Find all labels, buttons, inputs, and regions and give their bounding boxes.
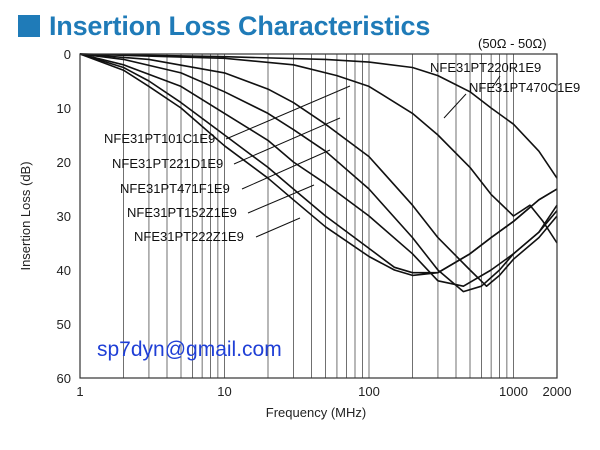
x-tick-label: 1 <box>76 384 83 399</box>
series-line-NFE31PT222Z1E9 <box>79 53 558 277</box>
leader-line <box>233 117 341 165</box>
square-bullet-icon <box>18 15 40 37</box>
y-tick-label: 10 <box>57 101 71 116</box>
leader-line <box>241 149 331 190</box>
series-label-NFE31PT221D1E9: NFE31PT221D1E9 <box>112 156 223 171</box>
series-label-NFE31PT470C1E9: NFE31PT470C1E9 <box>469 80 580 95</box>
plot-border <box>79 53 558 379</box>
y-axis-title: Insertion Loss (dB) <box>18 161 33 270</box>
series-label-NFE31PT101C1E9: NFE31PT101C1E9 <box>104 131 215 146</box>
series-line-NFE31PT101C1E9 <box>79 53 558 288</box>
y-tick-label: 50 <box>57 317 71 332</box>
leader-line <box>491 75 501 89</box>
leader-line <box>247 184 315 214</box>
series-labels: NFE31PT220R1E9 NFE31PT470C1E9 NFE31PT101C1… <box>104 60 580 244</box>
tick-labels: 1 10 100 1000 2000 0 10 20 30 40 50 60 <box>57 47 572 399</box>
series-label-NFE31PT471F1E9: NFE31PT471F1E9 <box>120 181 230 196</box>
series-label-NFE31PT152Z1E9: NFE31PT152Z1E9 <box>127 205 237 220</box>
x-tick-label: 1000 <box>499 384 528 399</box>
series-line-NFE31PT220R1E9 <box>79 53 558 179</box>
watermark-email: sp7dyn@gmail.com <box>97 338 282 361</box>
impedance-annotation: (50Ω - 50Ω) <box>478 36 547 51</box>
chart-title: Insertion Loss Characteristics <box>49 10 431 41</box>
y-tick-label: 20 <box>57 155 71 170</box>
x-tick-label: 2000 <box>543 384 572 399</box>
x-tick-label: 100 <box>358 384 380 399</box>
series-label-NFE31PT222Z1E9: NFE31PT222Z1E9 <box>134 229 244 244</box>
series-label-NFE31PT220R1E9: NFE31PT220R1E9 <box>430 60 541 75</box>
plot-frame <box>79 53 558 379</box>
series-line-NFE31PT221D1E9 <box>79 53 558 293</box>
leader-line <box>255 217 301 238</box>
x-tick-label: 10 <box>217 384 231 399</box>
series-line-NFE31PT471F1E9 <box>79 53 558 288</box>
series-line-NFE31PT470C1E9 <box>79 53 558 244</box>
leader-line <box>225 85 351 140</box>
x-axis-title: Frequency (MHz) <box>266 405 366 420</box>
grid-lines <box>123 54 514 378</box>
series-lines <box>79 53 558 293</box>
y-tick-label: 0 <box>64 47 71 62</box>
leader-line <box>443 93 467 119</box>
y-tick-label: 40 <box>57 263 71 278</box>
y-tick-label: 60 <box>57 371 71 386</box>
y-tick-label: 30 <box>57 209 71 224</box>
chart-title-block: Insertion Loss Characteristics <box>18 10 430 42</box>
